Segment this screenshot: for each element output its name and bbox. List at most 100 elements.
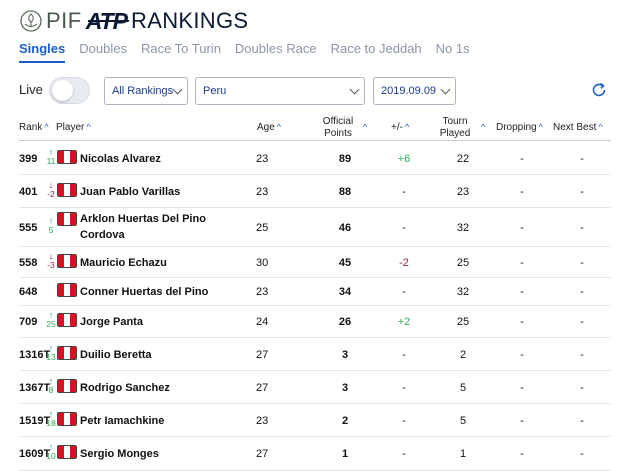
next-best-value: - (580, 221, 584, 234)
player-name-link[interactable]: Rodrigo Sanchez (80, 380, 170, 396)
player-name-line: Jorge Panta (80, 316, 143, 328)
tourn-played-value: 23 (456, 185, 470, 198)
player-name-link[interactable]: Juan Pablo Varillas (80, 184, 180, 200)
table-row[interactable]: 555 ↑ 5 Arklon Huertas Del Pino Cordova 25 46 -… (19, 208, 611, 247)
arrow-down-icon: ↓ (48, 250, 54, 261)
tourn-played-value: 1 (459, 448, 467, 460)
rank-move-up: ↑ 8 (45, 376, 57, 395)
next-best-value: - (580, 381, 584, 394)
table-row[interactable]: 1519T ↑ 18 Petr Iamachkine 23 2 - 5 - - (19, 404, 611, 437)
col-rank[interactable]: Rank ^ (19, 122, 49, 133)
peru-flag-icon (57, 411, 77, 426)
live-toggle[interactable] (49, 77, 90, 104)
col-change[interactable]: +/- ^ (391, 122, 409, 133)
col-next-best[interactable]: Next Best ^ (553, 122, 603, 133)
date-select[interactable]: 2019.09.09 (373, 77, 456, 105)
player-name-link[interactable]: Nicolas Alvarez (80, 151, 161, 167)
refresh-icon[interactable] (590, 81, 608, 99)
rank-value: 401 (19, 185, 38, 198)
points-change-value: - (402, 221, 406, 234)
player-name-line: Conner Huertas del Pino (80, 286, 209, 298)
player-name-link[interactable]: Mauricio Echazu (80, 255, 167, 271)
arrow-up-icon: ↑ (48, 215, 54, 226)
next-best-value: - (580, 348, 584, 361)
table-row[interactable]: 709 ↑ 25 Jorge Panta 24 26 +2 25- - (19, 306, 611, 338)
points-change-value: - (402, 348, 406, 361)
col-points-label-2: Points (324, 128, 352, 139)
player-name-link[interactable]: Petr Iamachkine (80, 413, 164, 429)
player-name-line: Rodrigo Sanchez (80, 381, 170, 394)
sort-caret-icon[interactable]: ^ (481, 122, 486, 132)
sort-caret-icon[interactable]: ^ (363, 122, 368, 132)
points-value: 88 (338, 185, 352, 198)
rank-move-value: 18 (46, 417, 56, 428)
col-tourn-played[interactable]: Tourn Played (437, 116, 473, 140)
player-name-link[interactable]: Duilio Beretta (80, 347, 152, 363)
tab-singles[interactable]: Singles (19, 41, 66, 63)
tab-doubles[interactable]: Doubles (79, 41, 127, 56)
tab-doubles-race[interactable]: Doubles Race (234, 41, 317, 56)
country-value: Peru (203, 85, 227, 97)
player-name-link[interactable]: Arklon Huertas Del Pino Cordova (80, 211, 206, 243)
ranking-type-select[interactable]: All Rankings (104, 77, 188, 105)
dropping-value: - (520, 316, 524, 328)
tab-race-to-turin[interactable]: Race To Turin (140, 41, 221, 56)
col-player[interactable]: Player ^ (56, 122, 91, 133)
col-change-label: +/- (391, 122, 403, 133)
rank-value: 1609T (19, 448, 51, 460)
rank-value: 555 (19, 221, 38, 234)
dropping-value: - (520, 221, 524, 234)
player-name-line: Juan Pablo Varillas (80, 185, 181, 198)
peru-flag-icon (57, 283, 77, 297)
sort-caret-icon: ^ (404, 122, 410, 132)
table-row[interactable]: 558 ↓ -3 Mauricio Echazu 30 45 -2 25 - - (19, 247, 611, 278)
player-name-line: Duilio Beretta (80, 348, 152, 361)
peru-flag-icon (57, 150, 77, 164)
country-select[interactable]: Peru (195, 77, 365, 105)
tourn-played-value: 5 (459, 381, 467, 394)
sort-caret-icon: ^ (276, 122, 282, 132)
dropping-value: - (520, 286, 524, 298)
arrow-up-icon: ↑ (48, 147, 54, 157)
rank-move-up: ↑ 11 (45, 148, 57, 166)
tourn-played-value: 5 (459, 414, 467, 427)
player-name-link[interactable]: Jorge Panta (80, 314, 143, 330)
atp-logo[interactable]: ATP (85, 7, 128, 34)
table-row[interactable]: 401 ↓ -2 Juan Pablo Varillas 23 88 - 23 - - (19, 175, 611, 208)
points-value: 89 (338, 153, 352, 165)
rank-move-value: 13 (46, 351, 56, 362)
table-row[interactable]: 1609T ↑ 10 Sergio Monges 27 1 - 1 - - (19, 437, 611, 471)
table-row[interactable]: 648 Conner Huertas del Pino 23 34 - 32 - - (19, 278, 611, 306)
tab-no-1s[interactable]: No 1s (435, 41, 470, 56)
live-label: Live (19, 82, 43, 97)
next-best-value: - (580, 414, 584, 427)
tourn-played-value: 22 (456, 153, 470, 165)
points-value: 2 (341, 414, 349, 427)
player-name-line: Sergio Monges (80, 448, 159, 460)
col-dropping[interactable]: Dropping ^ (496, 122, 543, 133)
chevron-down-icon (172, 84, 183, 95)
col-tourn-label-1: Tourn (442, 116, 468, 127)
player-name-link[interactable]: Conner Huertas del Pino (80, 284, 208, 300)
rank-move-up: ↑ 10 (45, 443, 57, 461)
rank-move-value: 5 (48, 224, 54, 235)
col-tourn-label-2: Played (439, 128, 471, 139)
table-row[interactable]: 1316T ↑ 13 Duilio Beretta 27 3 - 2 - - (19, 338, 611, 371)
rank-move-down: ↓ -2 (45, 180, 57, 199)
sort-caret-icon: ^ (598, 122, 603, 132)
col-points[interactable]: Official Points (319, 116, 357, 140)
arrow-up-icon: ↑ (48, 442, 54, 452)
chevron-down-icon (440, 84, 451, 95)
table-row[interactable]: 1367T ↑ 8 Rodrigo Sanchez 27 3 - 5 - - (19, 371, 611, 404)
arrow-up-icon: ↑ (48, 310, 54, 320)
dropping-value: - (520, 448, 524, 460)
next-best-value: - (580, 286, 584, 298)
col-age[interactable]: Age ^ (257, 122, 281, 133)
rank-move-up: ↑ 13 (45, 343, 57, 362)
tab-race-to-jeddah[interactable]: Race to Jeddah (330, 41, 422, 56)
player-name-line: Arklon Huertas Del Pino (80, 213, 206, 225)
player-name-link[interactable]: Sergio Monges (80, 446, 159, 462)
dropping-value: - (520, 153, 524, 165)
points-value: 1 (341, 448, 349, 460)
table-row[interactable]: 399 ↑ 11 Nicolas Alvarez 23 89 +6 22 - - (19, 143, 611, 175)
